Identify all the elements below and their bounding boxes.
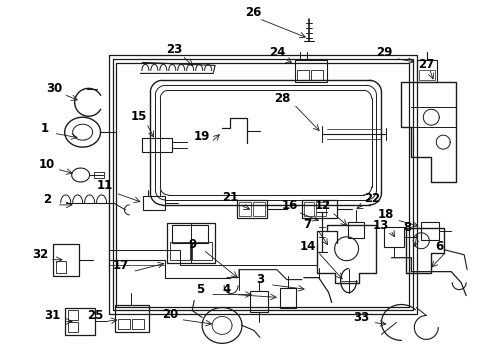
Bar <box>167 223 215 263</box>
Bar <box>119 319 130 329</box>
Text: 12: 12 <box>315 199 331 212</box>
Text: 19: 19 <box>194 130 210 143</box>
Text: 14: 14 <box>299 240 316 253</box>
Bar <box>239 202 251 216</box>
Text: 29: 29 <box>376 46 392 59</box>
Bar <box>421 222 439 240</box>
Bar <box>192 242 212 260</box>
Bar <box>115 305 149 332</box>
Bar <box>143 138 172 152</box>
Bar <box>316 202 326 216</box>
Text: 26: 26 <box>245 6 261 19</box>
Bar <box>347 222 364 238</box>
Bar <box>237 200 267 218</box>
Bar <box>250 291 268 312</box>
Text: 32: 32 <box>33 248 49 261</box>
Text: 25: 25 <box>87 309 104 322</box>
Text: 11: 11 <box>97 180 113 193</box>
Text: 18: 18 <box>377 208 393 221</box>
Bar <box>295 60 327 82</box>
Text: 6: 6 <box>435 240 443 253</box>
Text: 7: 7 <box>304 218 312 231</box>
Bar <box>53 244 78 276</box>
Text: 21: 21 <box>222 192 238 204</box>
Text: 28: 28 <box>274 92 290 105</box>
Text: 23: 23 <box>166 43 182 56</box>
Bar <box>304 202 314 216</box>
Text: 31: 31 <box>45 309 61 322</box>
Text: 10: 10 <box>39 158 55 171</box>
Text: 13: 13 <box>372 219 389 232</box>
Bar <box>253 202 265 216</box>
Bar <box>311 71 323 80</box>
Bar <box>94 172 103 178</box>
Text: 16: 16 <box>282 199 298 212</box>
Text: 1: 1 <box>41 122 49 135</box>
Text: 15: 15 <box>130 110 147 123</box>
Bar <box>385 227 404 247</box>
Text: 8: 8 <box>403 221 412 234</box>
Bar <box>280 288 296 307</box>
Text: 33: 33 <box>353 311 369 324</box>
Text: 3: 3 <box>256 273 264 286</box>
Bar <box>172 225 208 243</box>
Bar <box>302 200 337 218</box>
Bar <box>68 310 77 320</box>
Text: 24: 24 <box>269 46 285 59</box>
Bar <box>65 307 95 336</box>
Text: 2: 2 <box>43 193 51 206</box>
Text: 22: 22 <box>365 193 381 206</box>
Bar <box>144 196 165 210</box>
Bar <box>56 261 66 273</box>
Text: 30: 30 <box>47 82 63 95</box>
Bar <box>297 71 309 80</box>
Text: 9: 9 <box>188 238 196 251</box>
Bar <box>419 71 435 80</box>
Bar <box>417 60 437 82</box>
Text: 4: 4 <box>222 283 230 296</box>
Bar <box>132 319 145 329</box>
Text: 5: 5 <box>196 283 204 296</box>
Bar <box>68 323 77 332</box>
Text: 17: 17 <box>112 259 128 272</box>
Bar <box>171 242 190 260</box>
Text: 20: 20 <box>162 308 178 321</box>
Text: 27: 27 <box>418 58 435 71</box>
